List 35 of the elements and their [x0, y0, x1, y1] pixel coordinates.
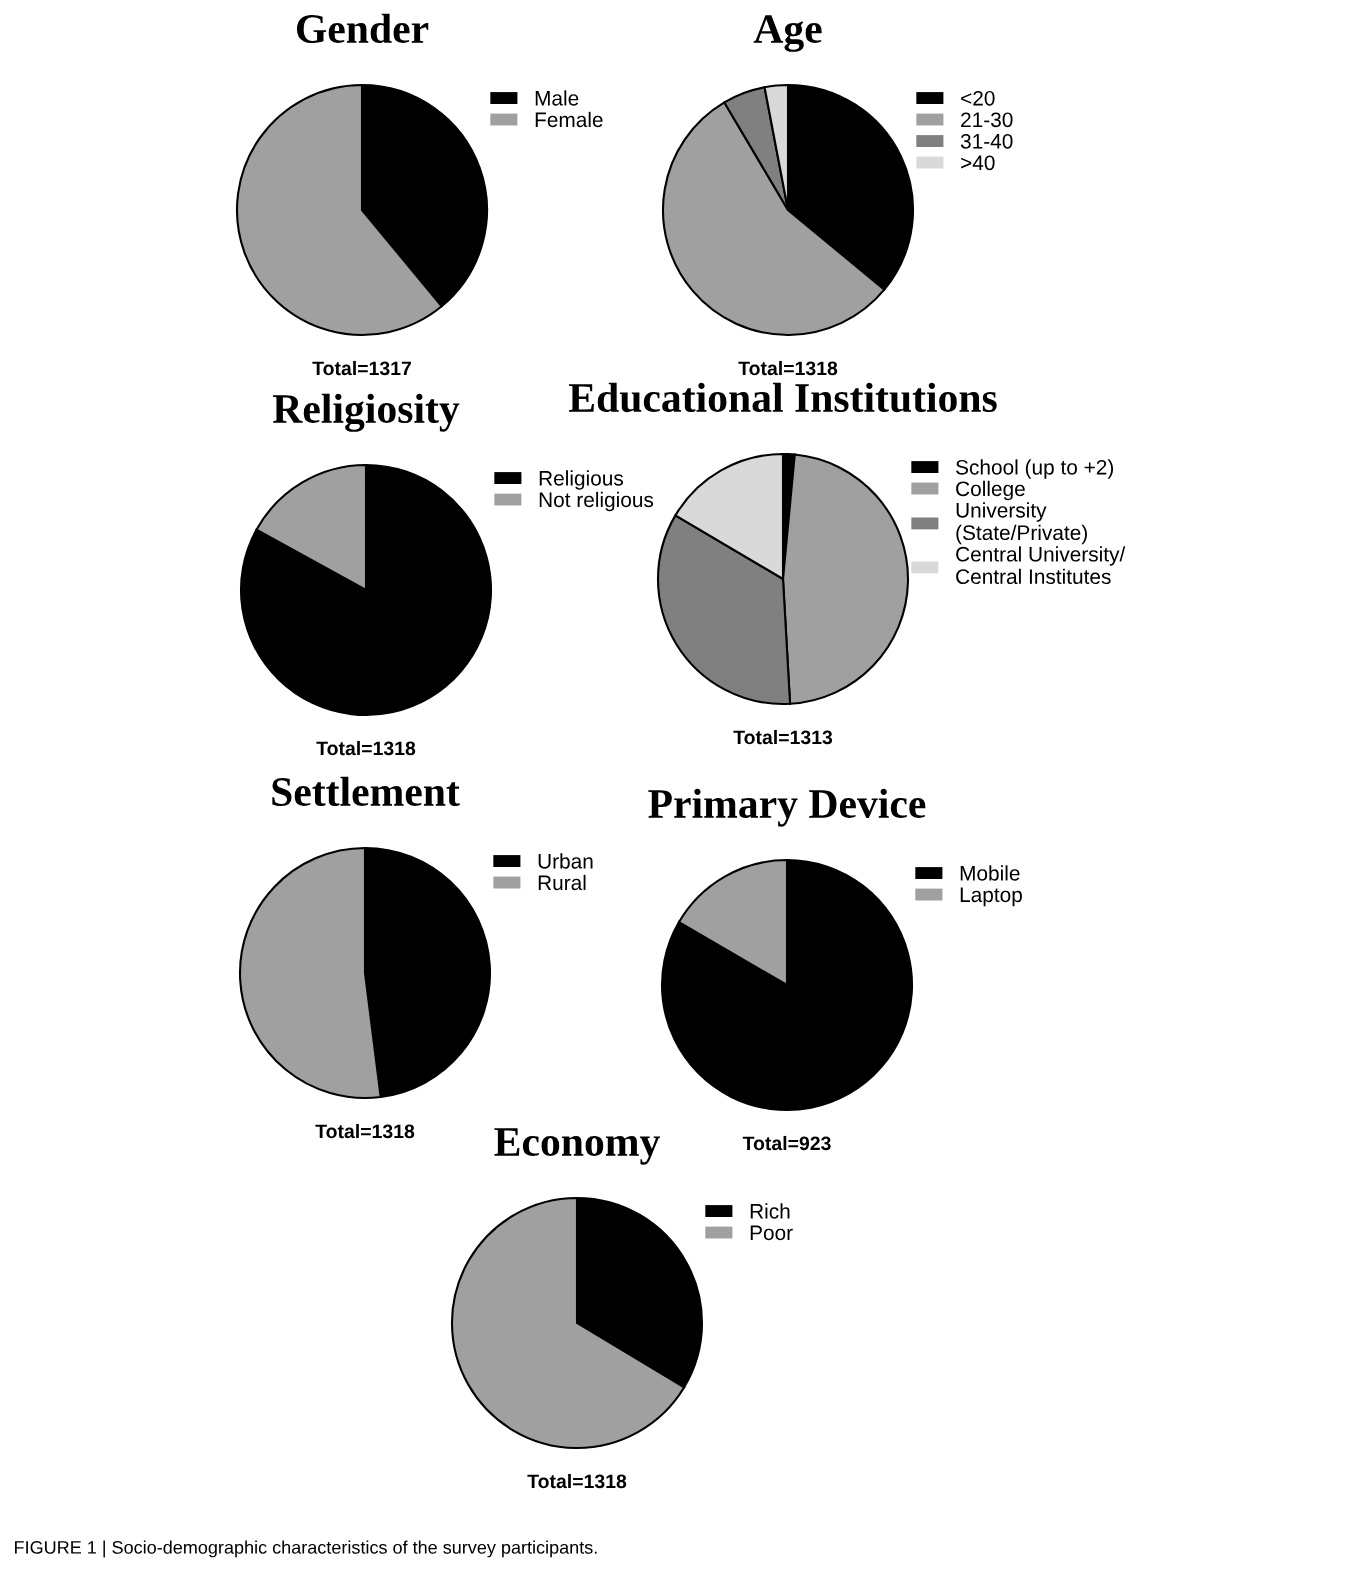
- text: Total=1313: [733, 729, 833, 745]
- legend-label: College: [956, 480, 1025, 501]
- legend-label: Religious: [539, 470, 624, 490]
- chart-title: Primary Device: [648, 788, 926, 827]
- legend-label: Male: [535, 90, 579, 106]
- chart-title: Religiosity: [272, 393, 460, 432]
- legend-label: Rural: [538, 874, 586, 891]
- legend-label: Urban: [538, 853, 593, 869]
- legend-label: School (up to +2): [956, 459, 1114, 479]
- text: Total=1318: [527, 1473, 627, 1489]
- legend-label: Laptop: [960, 887, 1022, 907]
- caption: FIGURE 1 | Socio-demographic characteristics of the survey participants.: [15, 1540, 597, 1558]
- legend-label: 21-30: [961, 112, 1013, 128]
- text: Total=1317: [312, 360, 411, 376]
- text: Total=1318: [738, 360, 838, 376]
- legend-label: >40: [961, 155, 995, 171]
- legend-label: Rich: [750, 1203, 790, 1219]
- pie-slice: [660, 858, 914, 1112]
- pie-slice: [239, 463, 493, 717]
- legend-label: 31-40: [960, 133, 1013, 149]
- chart-title: Educational Institutions: [568, 382, 997, 413]
- legend-label: Female: [535, 111, 603, 128]
- legend-label: Poor: [750, 1225, 793, 1241]
- chart-title: Gender: [296, 13, 429, 44]
- legend-label: University (State/Private): [956, 502, 1087, 545]
- chart-title: Economy: [494, 1128, 660, 1165]
- text: Total=1318: [315, 1123, 415, 1139]
- text: Total=1318: [316, 740, 416, 756]
- text: Total=923: [742, 1135, 831, 1151]
- chart-title: Settlement: [272, 776, 460, 807]
- legend-label: Central University/ Central Institutes: [956, 546, 1126, 585]
- chart-title: Age: [753, 15, 822, 52]
- legend-label: <20: [961, 90, 995, 106]
- legend-label: Mobile: [960, 865, 1020, 881]
- legend-label: Not religious: [539, 491, 654, 512]
